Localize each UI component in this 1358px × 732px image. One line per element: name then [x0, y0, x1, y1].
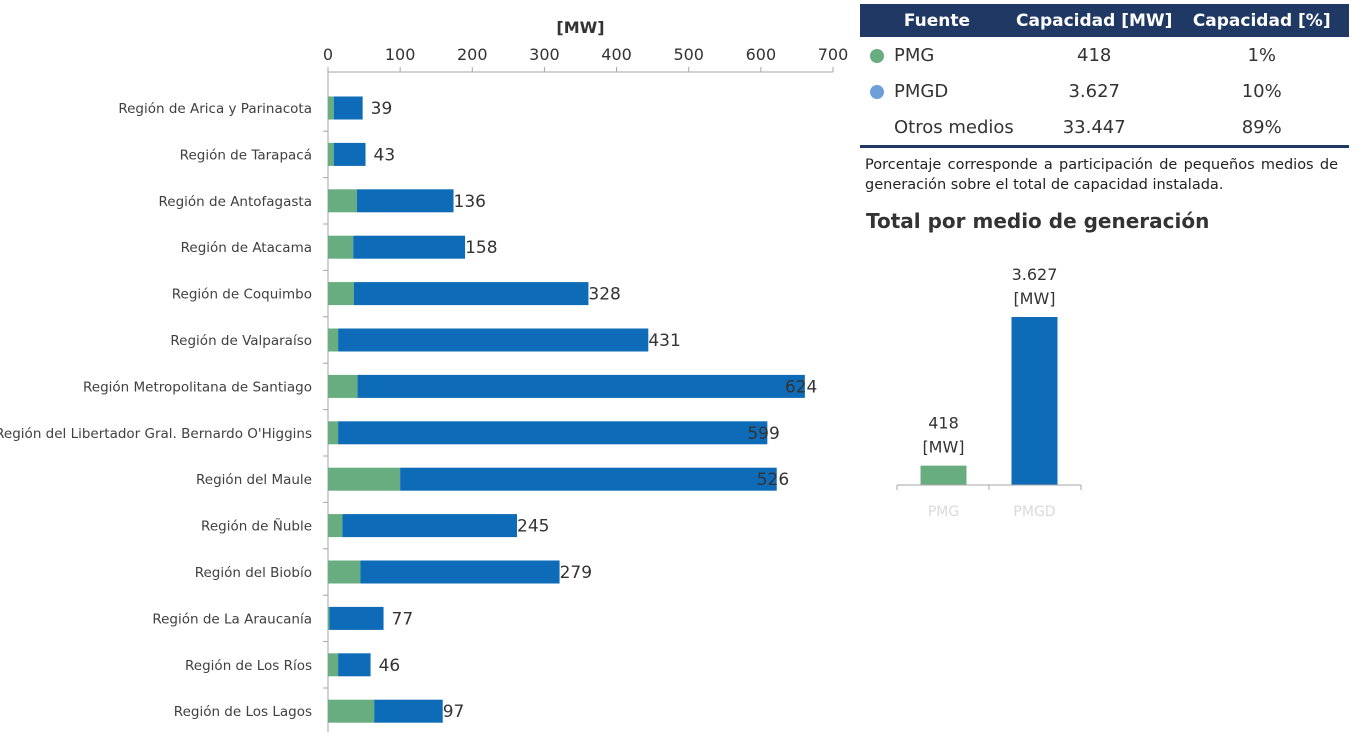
pmg-bar-segment — [328, 328, 339, 352]
category-label: Región de Los Ríos — [185, 658, 312, 674]
total-unit-label: [MW] — [1013, 289, 1055, 308]
pmgd-bar-segment — [333, 96, 363, 120]
bar-value-label: 39 — [371, 99, 393, 119]
bar-value-label: 46 — [379, 656, 401, 676]
pmgd-bar-segment — [357, 374, 805, 398]
x-tick-label: 300 — [529, 45, 560, 64]
bar-value-label: 136 — [454, 192, 486, 212]
bar-value-label: 279 — [560, 563, 592, 583]
table-row: Otros medios 33.447 89% — [860, 109, 1349, 148]
pmgd-bar-segment — [356, 189, 454, 213]
pmg-bar-segment — [328, 514, 343, 538]
table-header-row: Fuente Capacidad [MW] Capacidad [%] — [860, 4, 1349, 37]
header-fuente: Fuente — [860, 4, 1014, 37]
capacity-summary-table: Fuente Capacidad [MW] Capacidad [%] PMG … — [860, 4, 1349, 148]
pmg-bar-segment — [328, 606, 330, 630]
table-footnote: Porcentaje corresponde a participación d… — [865, 157, 1338, 193]
pmgd-bar-segment — [400, 467, 777, 491]
table-row: PMGD 3.627 10% — [860, 73, 1349, 109]
total-value-label: 418 — [928, 414, 959, 433]
category-label: Región de Arica y Parinacota — [118, 101, 312, 117]
pmgd-marker-icon — [870, 84, 884, 99]
total-category-label: PMGD — [1013, 504, 1055, 520]
pmg-bar-segment — [328, 421, 339, 445]
header-capacidad-mw: Capacidad [MW] — [1014, 4, 1175, 37]
row-pct: 10% — [1241, 80, 1282, 102]
bar-value-label: 77 — [392, 609, 414, 629]
category-label: Región de Coquimbo — [172, 287, 312, 303]
pmg-bar-segment — [328, 96, 334, 120]
category-label: Región de Valparaíso — [170, 333, 312, 349]
bar-value-label: 158 — [465, 238, 497, 258]
category-label: Región Metropolitana de Santiago — [83, 379, 312, 395]
pmgd-bar-segment — [338, 328, 649, 352]
pmg-bar-segment — [328, 142, 334, 166]
pmgd-bar-segment — [342, 514, 518, 538]
row-name: PMGD — [894, 80, 949, 102]
pmg-bar-segment — [328, 235, 354, 259]
total-value-label: 3.627 — [1012, 265, 1058, 284]
row-name: Otros medios — [894, 109, 1014, 148]
row-mw: 418 — [1077, 44, 1112, 66]
bar-value-label: 328 — [588, 285, 620, 305]
regional-capacity-chart: [MW] 0 100 200 300 400 500 600 700 Región de Aric… — [0, 18, 849, 732]
category-label: Región de Atacama — [181, 240, 312, 256]
x-tick-label: 700 — [818, 45, 849, 64]
table-row: PMG 418 1% — [860, 37, 1349, 73]
x-tick-label: 400 — [601, 45, 632, 64]
bar-value-label: 599 — [747, 424, 779, 444]
total-by-source-chart: 418 [MW] PMG 3.627 [MW] PMGD — [896, 265, 1082, 520]
pmg-bar-segment — [328, 282, 354, 306]
row-mw: 3.627 — [1068, 80, 1120, 102]
pmg-bar-segment — [328, 467, 401, 491]
subchart-title: Total por medio de generación — [866, 209, 1210, 233]
pmgd-bar-segment — [333, 142, 366, 166]
x-tick-label: 200 — [457, 45, 488, 64]
pmg-bar-segment — [328, 189, 357, 213]
pmg-bar-segment — [328, 374, 358, 398]
bar-value-label: 624 — [785, 377, 817, 397]
pmgd-bar-segment — [360, 560, 560, 584]
x-tick-label: 0 — [323, 45, 333, 64]
category-label: Región del Libertador Gral. Bernardo O'H… — [0, 426, 312, 442]
x-tick-label: 500 — [673, 45, 704, 64]
row-name: PMG — [894, 44, 935, 66]
pmgd-bar-segment — [338, 653, 371, 677]
category-label: Región de Los Lagos — [174, 704, 312, 720]
bar-value-label: 97 — [443, 702, 465, 722]
category-label: Región del Biobío — [195, 565, 312, 581]
pmgd-bar-segment — [353, 235, 466, 259]
category-label: Región del Maule — [196, 472, 312, 488]
category-label: Región de Antofagasta — [159, 194, 312, 210]
bar-value-label: 43 — [374, 145, 396, 165]
header-capacidad-pct: Capacidad [%] — [1174, 4, 1349, 37]
pmg-bar-segment — [328, 560, 361, 584]
pmg-bar-segment — [328, 699, 375, 723]
pmgd-bar-segment — [329, 606, 384, 630]
category-label: Región de Tarapacá — [180, 147, 312, 163]
bar-value-label: 431 — [648, 331, 680, 351]
x-axis-title: [MW] — [556, 18, 604, 37]
x-tick-label: 600 — [746, 45, 777, 64]
row-mw: 33.447 — [1014, 109, 1175, 148]
bar-value-label: 526 — [757, 470, 789, 490]
row-pct: 1% — [1247, 44, 1276, 66]
pmgd-bar-segment — [374, 699, 443, 723]
pmgd-total-bar — [1011, 317, 1058, 485]
pmg-total-bar — [920, 465, 967, 485]
pmgd-bar-segment — [353, 282, 589, 306]
total-unit-label: [MW] — [922, 438, 964, 457]
total-category-label: PMG — [928, 504, 959, 520]
x-tick-label: 100 — [385, 45, 416, 64]
pmg-bar-segment — [328, 653, 339, 677]
category-label: Región de Ñuble — [201, 518, 312, 535]
bar-value-label: 245 — [517, 517, 549, 537]
category-label: Región de La Araucanía — [152, 611, 312, 627]
pmgd-bar-segment — [338, 421, 768, 445]
row-pct: 89% — [1174, 109, 1349, 148]
pmg-marker-icon — [870, 48, 884, 63]
